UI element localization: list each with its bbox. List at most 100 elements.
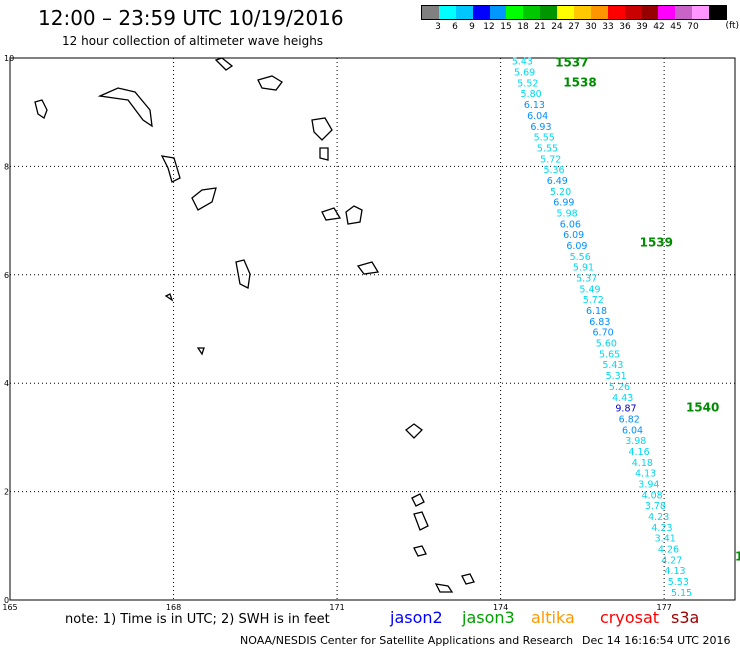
wave-height-value: 5.43 [602, 360, 623, 371]
wave-height-value: 6.82 [619, 414, 640, 425]
legend-swatch [574, 6, 591, 19]
legend-swatch [624, 6, 642, 19]
wave-height-value: 5.80 [521, 89, 542, 100]
island-outline [97, 87, 153, 128]
island-outline [411, 493, 425, 507]
wave-height-value: 5.98 [557, 208, 578, 219]
legend-swatch [607, 6, 625, 19]
satellite-label-jason2: jason2 [390, 608, 443, 627]
legend-label: 70 [687, 22, 699, 32]
island-outline [413, 545, 427, 557]
wave-height-value: 5.15 [671, 588, 692, 599]
lat-tick-label: 0 [4, 596, 9, 605]
island-outline [356, 261, 380, 275]
wave-height-value: 5.52 [517, 78, 538, 89]
lon-tick-label: 171 [329, 603, 344, 612]
lon-tick-label: 174 [493, 603, 508, 612]
wave-height-value: 4.13 [635, 469, 656, 480]
island-outline [319, 147, 329, 161]
legend-label: 18 [517, 22, 529, 32]
legend-swatch [675, 6, 693, 19]
island-outline [164, 293, 174, 302]
page-subtitle: 12 hour collection of altimeter wave hei… [62, 34, 324, 48]
satellite-label-cryosat: cryosat [600, 608, 660, 627]
island-outline [214, 57, 234, 71]
island-outline [321, 207, 342, 221]
wave-height-value: 5.36 [543, 165, 564, 176]
island-outline [405, 423, 423, 439]
island-outline [191, 187, 217, 211]
wave-height-value: 5.37 [576, 274, 597, 285]
lat-tick-label: 4 [4, 379, 9, 388]
legend-swatch [455, 6, 473, 19]
legend-labels: 3 6 9 12 15 18 21 24 27 30 33 36 39 42 45 70 [421, 22, 727, 32]
wave-height-value: 4.27 [661, 555, 682, 566]
color-legend: 3 6 9 12 15 18 21 24 27 30 33 36 39 42 45 70 (ft) [421, 5, 739, 32]
island-outline [160, 155, 181, 183]
legend-swatch [422, 6, 439, 19]
wave-height-value: 6.06 [560, 219, 581, 230]
wave-height-value: 5.43 [512, 57, 533, 68]
wave-height-value: 5.56 [570, 252, 591, 263]
pass-number-label: 1537 [555, 55, 588, 69]
legend-label: 3 [435, 22, 441, 32]
wave-height-value: 4.18 [632, 458, 653, 469]
legend-swatch [540, 6, 558, 19]
legend-swatch [506, 6, 524, 19]
wave-height-value: 5.65 [599, 349, 620, 360]
wave-height-value: 5.20 [550, 187, 571, 198]
wave-height-value: 5.72 [583, 295, 604, 306]
legend-label: 36 [619, 22, 631, 32]
legend-swatch [557, 6, 575, 19]
legend-label: 30 [585, 22, 597, 32]
legend-swatch [523, 6, 541, 19]
wave-height-value: 6.09 [566, 241, 587, 252]
wave-height-value: 3.41 [655, 534, 676, 545]
legend-label: 33 [602, 22, 614, 32]
wave-height-value: 4.26 [658, 545, 679, 556]
lon-tick-label: 177 [656, 603, 671, 612]
wave-height-value: 9.87 [615, 404, 636, 415]
wave-height-value: 4.16 [628, 447, 649, 458]
legend-label: 9 [469, 22, 475, 32]
wave-height-value: 4.23 [648, 512, 669, 523]
legend-label: 15 [500, 22, 512, 32]
wave-height-value: 4.08 [642, 490, 663, 501]
wave-height-value: 5.91 [573, 263, 594, 274]
legend-swatch [438, 6, 456, 19]
wave-height-value: 5.55 [534, 133, 555, 144]
pass-number-label: 1541 [735, 550, 740, 564]
legend-label: 42 [653, 22, 665, 32]
island-outline [434, 583, 454, 593]
pass-number-label: 1538 [563, 75, 596, 89]
legend-swatch [489, 6, 507, 19]
wave-height-value: 6.04 [622, 425, 643, 436]
wave-height-value: 3.94 [638, 479, 659, 490]
satellite-label-jason3: jason3 [462, 608, 515, 627]
wave-height-value: 5.26 [609, 382, 630, 393]
island-outline [461, 573, 475, 585]
lat-tick-label: 2 [4, 488, 9, 497]
wave-height-value: 6.83 [589, 317, 610, 328]
legend-swatch [472, 6, 490, 19]
wave-height-value: 6.99 [553, 198, 574, 209]
satellite-label-altika: altika [531, 608, 575, 627]
wave-height-value: 6.49 [547, 176, 568, 187]
wave-height-value: 6.09 [563, 230, 584, 241]
lon-tick-label: 168 [166, 603, 181, 612]
pass-number-label: 1539 [640, 235, 673, 249]
island-outline [235, 259, 251, 289]
island-outline [345, 205, 363, 225]
island-outline [311, 117, 333, 141]
wave-height-value: 5.72 [540, 154, 561, 165]
island-outline [257, 75, 283, 91]
timestamp: Dec 14 16:16:54 UTC 2016 [582, 634, 731, 647]
wave-height-value: 6.18 [586, 306, 607, 317]
legend-label: 12 [483, 22, 495, 32]
legend-label: 45 [670, 22, 682, 32]
lat-tick-label: 10 [4, 54, 14, 63]
wave-height-value: 5.55 [537, 143, 558, 154]
legend-swatch [709, 6, 727, 19]
wave-height-value: 3.98 [625, 436, 646, 447]
